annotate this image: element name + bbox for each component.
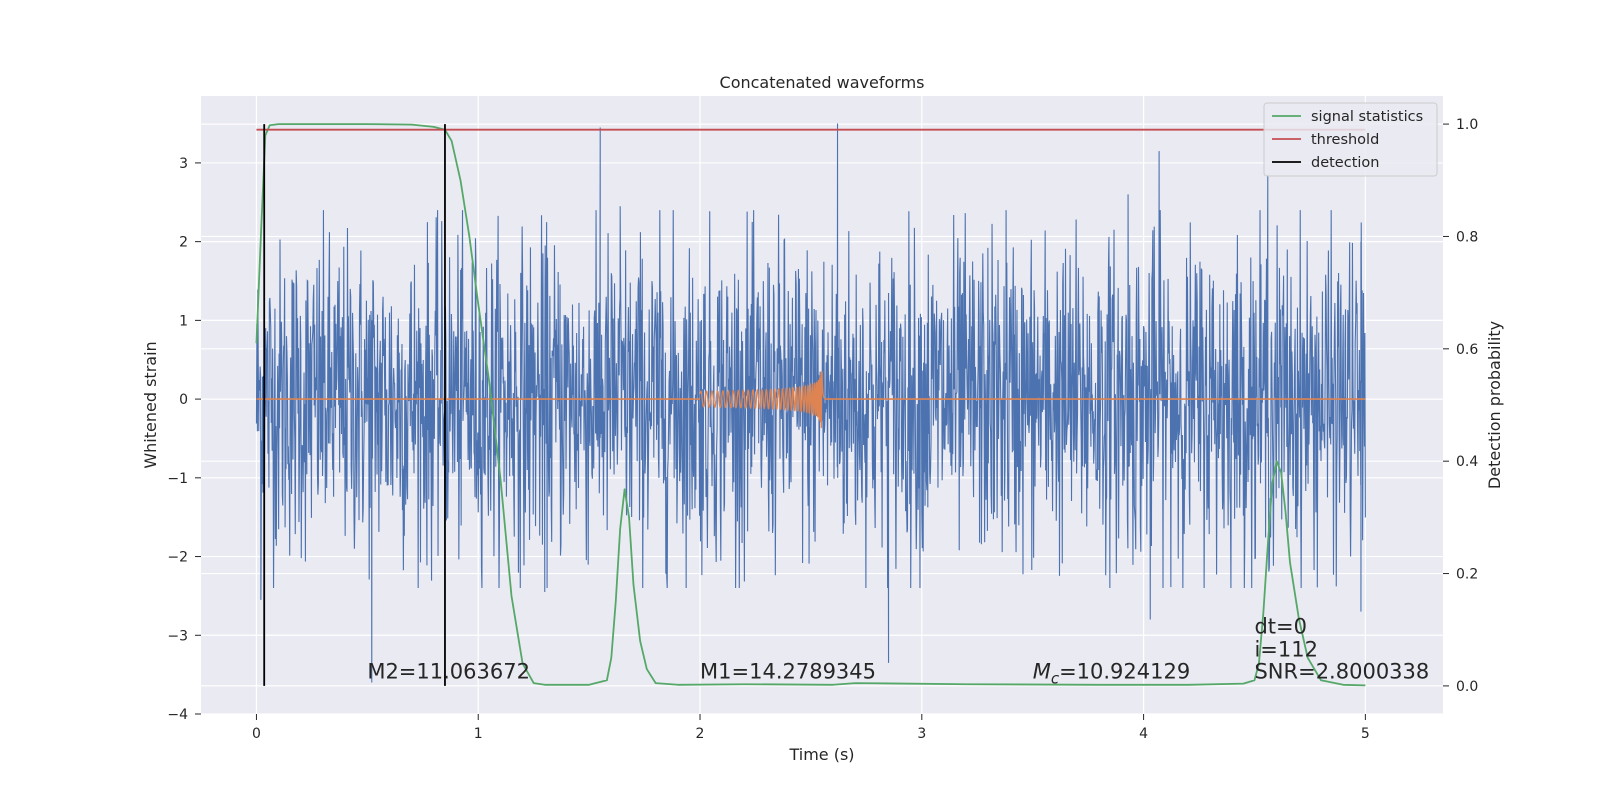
- x-axis-label: Time (s): [788, 745, 854, 764]
- legend-label-detection: detection: [1311, 155, 1379, 171]
- y-tick-label: −3: [167, 628, 188, 644]
- x-tick-label: 1: [474, 726, 483, 742]
- x-tick-label: 0: [252, 726, 261, 742]
- y-tick-label: −4: [167, 707, 188, 723]
- y2-tick-label: 1.0: [1456, 117, 1478, 133]
- y2-tick-label: 0.0: [1456, 679, 1478, 695]
- legend-label-threshold: threshold: [1311, 132, 1379, 148]
- annotation-text: Mc=10.924129: [1033, 660, 1191, 688]
- y-tick-label: 2: [179, 235, 188, 251]
- y2-tick-label: 0.6: [1456, 342, 1478, 358]
- annotation-text: dt=0: [1254, 615, 1307, 639]
- annotation-text: SNR=2.8000338: [1254, 660, 1429, 684]
- x-tick-label: 3: [917, 726, 926, 742]
- y2-tick-label: 0.8: [1456, 229, 1478, 245]
- y2-tick-label: 0.4: [1456, 454, 1478, 470]
- x-tick-label: 2: [696, 726, 705, 742]
- y-tick-label: −2: [167, 550, 188, 566]
- waveform-chirp: [699, 371, 825, 429]
- annotation-text: i=112: [1254, 638, 1318, 662]
- ticks: 0 1 2 3 4 5 −4 −3 −2 −1 0 1 2 3 0.0 0.2 0.4 0.6 0.8 1.0: [167, 117, 1478, 742]
- legend-box: [1263, 102, 1438, 177]
- noise-line: [255, 123, 1366, 683]
- annotation-text: M1=14.2789345: [700, 660, 876, 684]
- y-tick-label: 3: [179, 156, 188, 172]
- annotations: M2=11.063672 M1=14.2789345 Mc=10.924129 dt=…: [367, 615, 1429, 688]
- y-tick-label: −1: [167, 471, 188, 487]
- legend: signal statistics threshold detection: [1263, 102, 1438, 177]
- x-tick-label: 5: [1361, 726, 1370, 742]
- y-tick-label: 0: [179, 392, 188, 408]
- y-tick-label: 1: [179, 313, 188, 329]
- annotation-text: M2=11.063672: [367, 660, 530, 684]
- right-axis-series: [255, 123, 1366, 687]
- waveform-series: [256, 371, 1366, 429]
- y2-axis-label: Detection probability: [1485, 321, 1504, 489]
- y2-tick-label: 0.2: [1456, 567, 1478, 583]
- chart-title: Concatenated waveforms: [720, 73, 925, 92]
- legend-label-signal-statistics: signal statistics: [1311, 109, 1423, 125]
- x-tick-label: 4: [1139, 726, 1148, 742]
- y-axis-label: Whitened strain: [141, 341, 160, 468]
- noise-series: [255, 123, 1366, 683]
- signal-statistics-line: [255, 123, 1366, 687]
